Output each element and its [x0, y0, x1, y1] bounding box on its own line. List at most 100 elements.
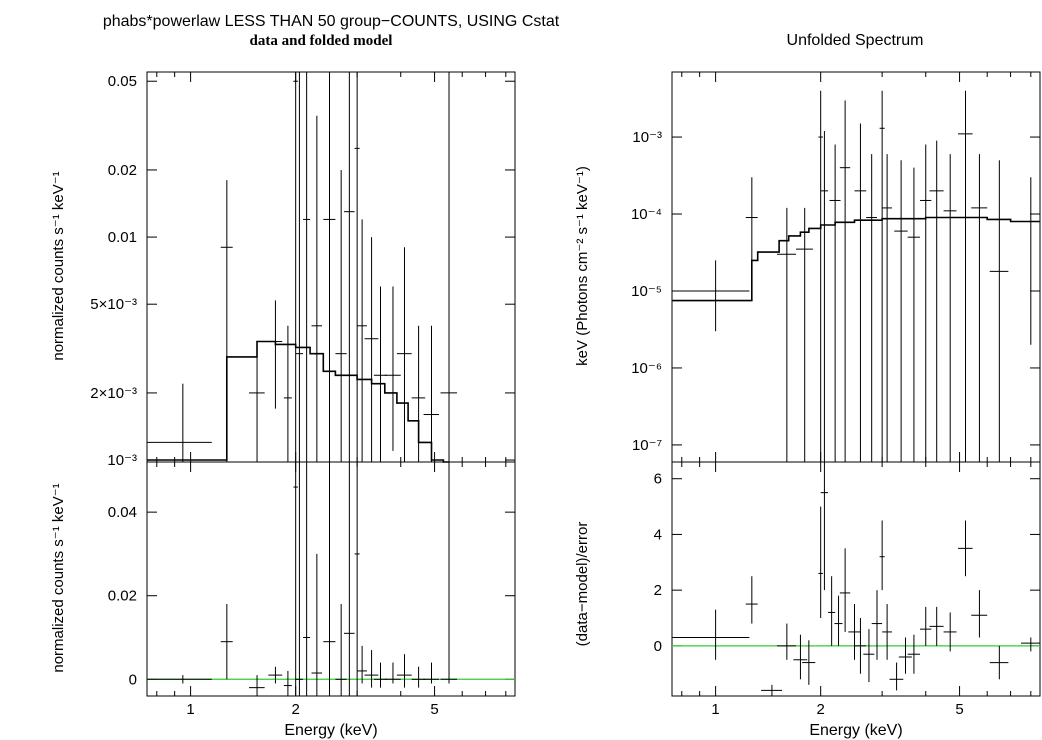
data-point	[1021, 177, 1040, 345]
data-point	[354, 462, 360, 696]
y-tick-label: 10⁻³	[632, 129, 662, 146]
y-tick-label: 10⁻³	[107, 452, 137, 469]
right-chart-title: Unfolded Spectrum	[787, 32, 924, 49]
data-point	[283, 325, 292, 462]
data-point	[848, 604, 861, 660]
x-tick-label: 2	[292, 701, 300, 718]
y-tick-label: 0.04	[108, 504, 137, 521]
x-tick-label: 1	[186, 701, 194, 718]
bottom-right-ylabel: (data−model)/error	[574, 522, 591, 647]
panel-top-left: 0.05 0.02 0.01 5×10⁻³ 2×10⁻³ 10⁻³	[90, 71, 516, 469]
data-point	[295, 462, 304, 696]
data-point	[929, 606, 944, 646]
data-point	[745, 576, 758, 624]
model-line	[672, 216, 1040, 302]
data-point	[396, 247, 412, 462]
x-tick-label: 1	[711, 701, 719, 718]
data-point	[971, 590, 988, 638]
data-point	[818, 506, 823, 618]
data-point	[343, 462, 355, 696]
data-point	[882, 604, 892, 660]
data-point	[818, 90, 823, 462]
left-chart-subtitle: data and folded model	[250, 33, 393, 49]
data-point	[311, 115, 323, 462]
plot-frame	[146, 71, 516, 463]
y-tick-label: 0.01	[108, 229, 137, 246]
data-point	[384, 286, 401, 451]
data-point	[335, 604, 347, 696]
panel-bottom-right: 1 2 5 6 4 2 0	[654, 461, 1041, 718]
data-point	[373, 662, 387, 688]
y-tick-label: 2×10⁻³	[90, 385, 137, 402]
data-point	[839, 548, 851, 632]
panel-top-right: 10⁻³ 10⁻⁴ 10⁻⁵ 10⁻⁶ 10⁻⁷	[631, 71, 1041, 463]
left-chart-title: phabs*powerlaw LESS THAN 50 group−COUNTS…	[103, 13, 560, 30]
data-point	[882, 154, 892, 462]
data-point	[303, 72, 311, 462]
data-point	[423, 662, 440, 684]
data-point	[303, 462, 311, 696]
data-point	[907, 167, 920, 462]
left-xlabel: Energy (keV)	[284, 722, 377, 739]
data-point	[919, 606, 932, 646]
y-tick-label: 10⁻⁷	[632, 437, 662, 454]
y-tick-label: 10⁻⁶	[631, 360, 662, 377]
data-point	[440, 462, 458, 684]
x-tick-label: 5	[955, 701, 963, 718]
data-point	[793, 634, 808, 680]
data-point	[295, 72, 304, 462]
data-point	[343, 72, 355, 462]
data-point	[147, 675, 212, 684]
model-line	[147, 340, 449, 463]
data-point	[943, 154, 957, 462]
y-tick-label: 10⁻⁵	[631, 283, 662, 300]
data-point	[364, 650, 379, 688]
data-point	[268, 300, 283, 409]
y-tick-label: 6	[654, 471, 662, 488]
data-point	[829, 144, 841, 462]
data-point	[777, 623, 797, 660]
data-point	[796, 207, 813, 462]
data-point	[311, 553, 323, 696]
data-point	[396, 654, 412, 688]
top-right-ylabel: keV (Photons cm⁻² s⁻¹ keV⁻¹)	[574, 166, 591, 366]
data-point	[268, 666, 283, 684]
y-tick-label: 2	[654, 582, 662, 599]
data-point	[863, 629, 875, 683]
data-point	[249, 344, 265, 462]
data-point	[929, 140, 944, 462]
data-point	[220, 604, 233, 680]
data-point	[411, 666, 426, 688]
data-point	[249, 675, 265, 696]
y-tick-label: 0.02	[108, 588, 137, 605]
data-point	[1021, 637, 1040, 652]
data-point	[384, 662, 401, 684]
data-point	[364, 237, 379, 462]
x-tick-label: 5	[430, 701, 438, 718]
data-point	[357, 645, 367, 684]
data-point	[871, 590, 883, 660]
data-point	[440, 72, 458, 462]
data-point	[423, 325, 440, 462]
data-point	[802, 640, 816, 685]
data-point	[834, 595, 843, 646]
y-tick-label: 10⁻⁴	[631, 206, 662, 223]
data-point	[907, 634, 920, 674]
data-point	[357, 219, 367, 462]
data-point	[989, 160, 1009, 462]
data-point	[777, 207, 797, 462]
plot-panels: 0.050.020.015×10⁻³2×10⁻³10⁻³1 2 50.040.020…	[90, 71, 1041, 718]
panel-bottom-left: 1 2 5 0.04 0.02 0	[108, 461, 516, 718]
data-point	[323, 462, 336, 696]
data-point	[898, 637, 912, 674]
plot-frame	[671, 71, 1041, 463]
data-point	[293, 72, 298, 462]
data-point	[761, 684, 783, 696]
data-point	[828, 576, 836, 646]
data-point	[943, 612, 957, 652]
y-tick-label: 0	[654, 638, 662, 655]
data-point	[854, 618, 867, 674]
y-tick-label: 0.05	[108, 73, 137, 90]
data-point	[820, 462, 829, 591]
